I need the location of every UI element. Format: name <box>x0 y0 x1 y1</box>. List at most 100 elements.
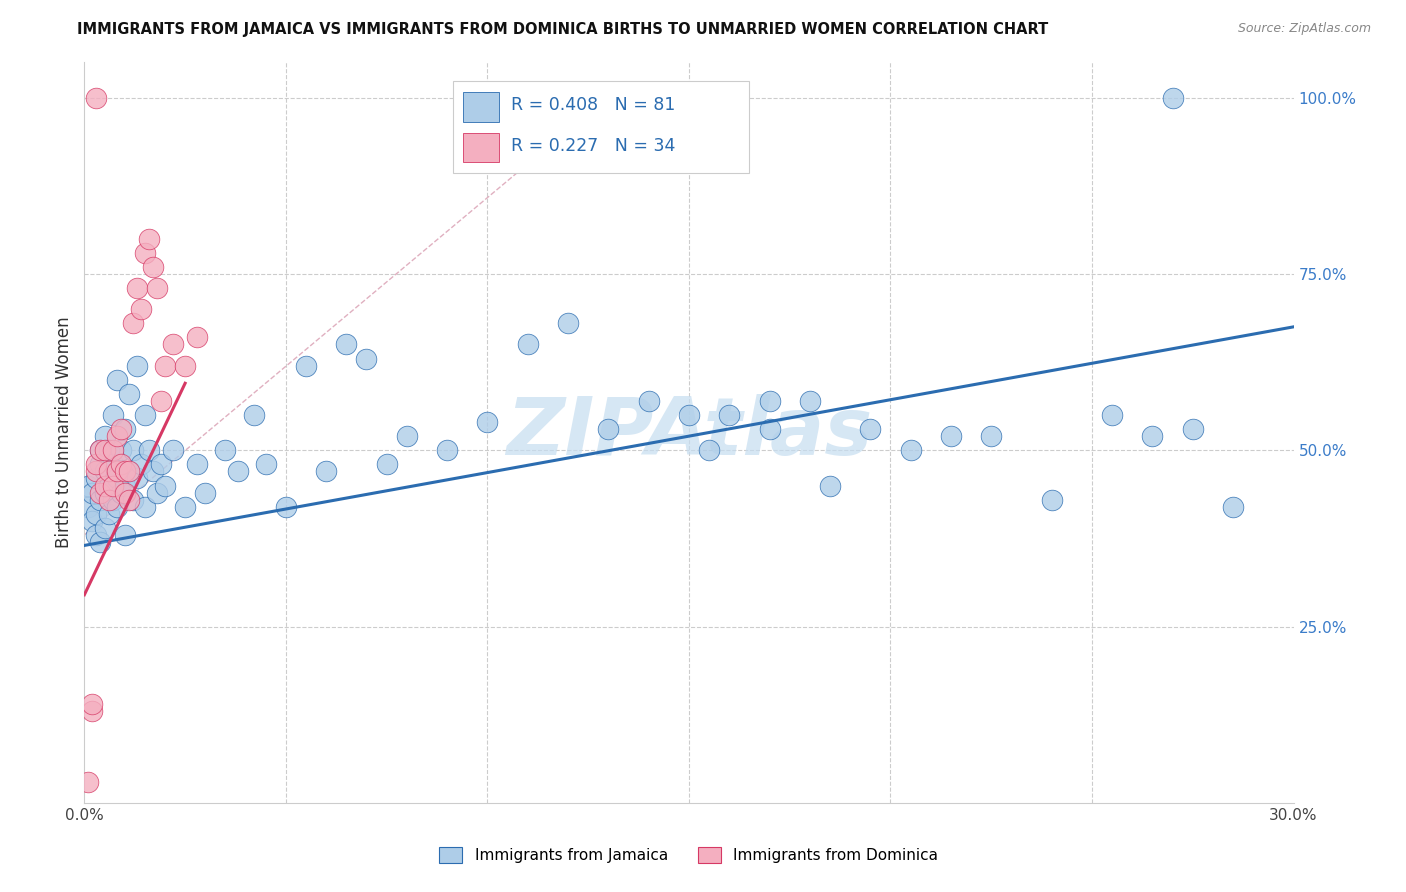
Point <box>82 514 104 528</box>
Legend: Immigrants from Jamaica, Immigrants from Dominica: Immigrants from Jamaica, Immigrants from… <box>433 841 945 869</box>
Point <box>93 464 115 478</box>
Point <box>118 464 141 478</box>
Point <box>110 422 132 436</box>
Point <box>89 443 111 458</box>
Point <box>1222 500 1244 514</box>
Point <box>129 302 152 317</box>
Point <box>153 478 176 492</box>
Point <box>121 492 143 507</box>
Point <box>436 443 458 458</box>
Point <box>900 443 922 458</box>
Point <box>86 458 108 472</box>
Point <box>1040 492 1063 507</box>
Point <box>118 464 141 478</box>
Point <box>146 281 169 295</box>
Point <box>93 429 115 443</box>
Point <box>149 458 172 472</box>
Point <box>375 458 398 472</box>
Point <box>97 492 120 507</box>
Point <box>89 443 111 458</box>
Point <box>93 521 115 535</box>
Point <box>174 500 197 514</box>
Point <box>174 359 197 373</box>
Point <box>105 429 128 443</box>
Y-axis label: Births to Unmarried Women: Births to Unmarried Women <box>55 317 73 549</box>
Point <box>1142 429 1164 443</box>
Text: R = 0.227   N = 34: R = 0.227 N = 34 <box>512 137 675 155</box>
Point <box>114 422 136 436</box>
Point <box>186 330 208 344</box>
Point <box>194 485 217 500</box>
Point <box>134 408 156 422</box>
Point <box>101 458 124 472</box>
Point <box>214 443 236 458</box>
FancyBboxPatch shape <box>463 92 499 121</box>
Point <box>637 393 659 408</box>
FancyBboxPatch shape <box>453 81 749 173</box>
Point <box>114 528 136 542</box>
Point <box>799 393 821 408</box>
Point <box>114 485 136 500</box>
Point <box>395 429 418 443</box>
Point <box>77 774 100 789</box>
Point <box>101 408 124 422</box>
Point <box>110 443 132 458</box>
Point <box>242 408 264 422</box>
Point <box>335 337 357 351</box>
Point <box>101 443 124 458</box>
Text: IMMIGRANTS FROM JAMAICA VS IMMIGRANTS FROM DOMINICA BIRTHS TO UNMARRIED WOMEN CO: IMMIGRANTS FROM JAMAICA VS IMMIGRANTS FR… <box>77 22 1049 37</box>
Point <box>86 91 108 105</box>
Point <box>226 464 249 478</box>
Point <box>93 443 115 458</box>
Point <box>315 464 337 478</box>
Point <box>101 492 124 507</box>
Point <box>678 408 700 422</box>
Text: ZIPAtlas: ZIPAtlas <box>506 393 872 472</box>
Point <box>125 281 148 295</box>
Point <box>818 478 841 492</box>
Point <box>121 443 143 458</box>
Point <box>89 458 111 472</box>
Point <box>254 458 277 472</box>
Point <box>97 478 120 492</box>
Point <box>114 478 136 492</box>
Text: Source: ZipAtlas.com: Source: ZipAtlas.com <box>1237 22 1371 36</box>
Text: R = 0.408   N = 81: R = 0.408 N = 81 <box>512 96 675 114</box>
Point <box>149 393 172 408</box>
Point <box>146 485 169 500</box>
Point <box>101 478 124 492</box>
Point <box>97 443 120 458</box>
Point <box>134 245 156 260</box>
Point <box>105 464 128 478</box>
Point <box>557 316 579 330</box>
Point <box>121 316 143 330</box>
Point <box>89 492 111 507</box>
Point <box>105 373 128 387</box>
Point <box>718 408 741 422</box>
Point <box>86 528 108 542</box>
Point <box>93 478 115 492</box>
Point <box>105 500 128 514</box>
Point <box>162 443 184 458</box>
Point <box>134 500 156 514</box>
Point <box>295 359 318 373</box>
Point <box>93 485 115 500</box>
FancyBboxPatch shape <box>463 133 499 162</box>
Point <box>697 443 720 458</box>
Point <box>125 359 148 373</box>
Point <box>939 429 962 443</box>
Point <box>97 507 120 521</box>
Point <box>118 492 141 507</box>
Point <box>477 415 499 429</box>
Point <box>758 422 780 436</box>
Point <box>516 337 538 351</box>
Point <box>162 337 184 351</box>
Point <box>859 422 882 436</box>
Point <box>110 458 132 472</box>
Point <box>89 485 111 500</box>
Point <box>129 458 152 472</box>
Point <box>356 351 378 366</box>
Point <box>274 500 297 514</box>
Point <box>142 260 165 274</box>
Point <box>598 422 620 436</box>
